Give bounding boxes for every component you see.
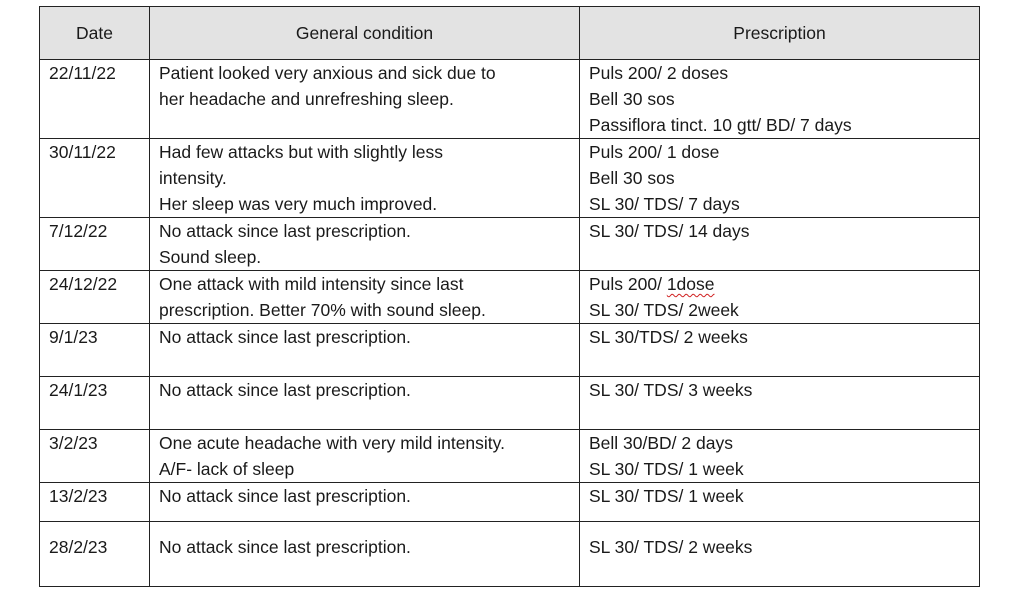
condition-line: No attack since last prescription. bbox=[159, 221, 411, 241]
prescription-line: Passiflora tinct. 10 gtt/ BD/ 7 days bbox=[589, 115, 852, 135]
condition-line: No attack since last prescription. bbox=[159, 537, 411, 557]
prescription-line: Puls 200/ 1 dose bbox=[589, 142, 720, 162]
date-text: 3/2/23 bbox=[49, 433, 98, 453]
date-cell: 28/2/23 bbox=[39, 521, 150, 587]
prescription-line: SL 30/ TDS/ 1 week bbox=[589, 459, 744, 479]
prescription-cell: Puls 200/ 1dose SL 30/ TDS/ 2week bbox=[579, 270, 980, 324]
prescription-line: SL 30/ TDS/ 2week bbox=[589, 300, 739, 320]
condition-cell: Patient looked very anxious and sick due… bbox=[149, 59, 580, 139]
condition-cell: No attack since last prescription. bbox=[149, 376, 580, 430]
table-row: 9/1/23 No attack since last prescription… bbox=[39, 323, 980, 377]
date-cell: 24/12/22 bbox=[39, 270, 150, 324]
prescription-line: SL 30/ TDS/ 1 week bbox=[589, 486, 744, 506]
condition-line: Patient looked very anxious and sick due… bbox=[159, 63, 496, 83]
table-row: 28/2/23 No attack since last prescriptio… bbox=[39, 521, 980, 587]
prescription-cell: SL 30/ TDS/ 3 weeks bbox=[579, 376, 980, 430]
table-row: 30/11/22 Had few attacks but with slight… bbox=[39, 138, 980, 218]
table-row: 22/11/22 Patient looked very anxious and… bbox=[39, 59, 980, 139]
condition-line: her headache and unrefreshing sleep. bbox=[159, 89, 454, 109]
date-cell: 24/1/23 bbox=[39, 376, 150, 430]
prescription-line: SL 30/ TDS/ 2 weeks bbox=[589, 537, 753, 557]
prescription-cell: Bell 30/BD/ 2 days SL 30/ TDS/ 1 week bbox=[579, 429, 980, 483]
prescription-line: SL 30/ TDS/ 3 weeks bbox=[589, 380, 753, 400]
date-cell: 9/1/23 bbox=[39, 323, 150, 377]
prescription-line: Puls 200/ 1dose bbox=[589, 271, 971, 297]
table-header: Date General condition Prescription bbox=[39, 6, 980, 60]
table-row: 24/12/22 One attack with mild intensity … bbox=[39, 270, 980, 324]
prescription-line: Bell 30/BD/ 2 days bbox=[589, 433, 733, 453]
condition-line: No attack since last prescription. bbox=[159, 486, 411, 506]
prescription-line: SL 30/ TDS/ 7 days bbox=[589, 194, 740, 214]
condition-line: No attack since last prescription. bbox=[159, 327, 411, 347]
header-row: Date General condition Prescription bbox=[39, 6, 980, 60]
prescription-line: Bell 30 sos bbox=[589, 168, 675, 188]
condition-line: A/F- lack of sleep bbox=[159, 459, 295, 479]
header-prescription: Prescription bbox=[579, 6, 980, 60]
date-cell: 30/11/22 bbox=[39, 138, 150, 218]
condition-cell: Had few attacks but with slightly less i… bbox=[149, 138, 580, 218]
condition-line: Her sleep was very much improved. bbox=[159, 194, 438, 214]
header-general-condition: General condition bbox=[149, 6, 580, 60]
condition-cell: No attack since last prescription. bbox=[149, 323, 580, 377]
prescription-cell: SL 30/ TDS/ 2 weeks bbox=[579, 521, 980, 587]
condition-line: One attack with mild intensity since las… bbox=[159, 274, 464, 294]
table-row: 24/1/23 No attack since last prescriptio… bbox=[39, 376, 980, 430]
prescription-cell: Puls 200/ 2 doses Bell 30 sos Passiflora… bbox=[579, 59, 980, 139]
date-cell: 7/12/22 bbox=[39, 217, 150, 271]
condition-line: One acute headache with very mild intens… bbox=[159, 433, 505, 453]
condition-line: Sound sleep. bbox=[159, 247, 262, 267]
table-row: 3/2/23 One acute headache with very mild… bbox=[39, 429, 980, 483]
condition-line: intensity. bbox=[159, 168, 227, 188]
condition-cell: One attack with mild intensity since las… bbox=[149, 270, 580, 324]
condition-cell: No attack since last prescription. Sound… bbox=[149, 217, 580, 271]
table-row: 7/12/22 No attack since last prescriptio… bbox=[39, 217, 980, 271]
table-body: 22/11/22 Patient looked very anxious and… bbox=[39, 59, 980, 587]
condition-line: No attack since last prescription. bbox=[159, 380, 411, 400]
header-date: Date bbox=[39, 6, 150, 60]
date-text: 22/11/22 bbox=[49, 63, 116, 83]
date-cell: 3/2/23 bbox=[39, 429, 150, 483]
condition-cell: No attack since last prescription. bbox=[149, 482, 580, 522]
prescription-cell: SL 30/ TDS/ 14 days bbox=[579, 217, 980, 271]
date-text: 30/11/22 bbox=[49, 142, 116, 162]
prescription-cell: Puls 200/ 1 dose Bell 30 sos SL 30/ TDS/… bbox=[579, 138, 980, 218]
date-text: 13/2/23 bbox=[49, 486, 108, 506]
follow-up-table: Date General condition Prescription 22/1… bbox=[39, 6, 980, 587]
date-text: 9/1/23 bbox=[49, 327, 98, 347]
date-text: 24/12/22 bbox=[49, 274, 118, 294]
prescription-line: SL 30/ TDS/ 14 days bbox=[589, 221, 750, 241]
prescription-cell: SL 30/ TDS/ 1 week bbox=[579, 482, 980, 522]
table-row: 13/2/23 No attack since last prescriptio… bbox=[39, 482, 980, 522]
prescription-cell: SL 30/TDS/ 2 weeks bbox=[579, 323, 980, 377]
date-text: 7/12/22 bbox=[49, 221, 108, 241]
date-cell: 13/2/23 bbox=[39, 482, 150, 522]
prescription-line: Bell 30 sos bbox=[589, 89, 675, 109]
prescription-line: Puls 200/ 2 doses bbox=[589, 63, 729, 83]
prescription-prefix: Puls 200/ bbox=[589, 274, 667, 294]
condition-line: Had few attacks but with slightly less bbox=[159, 142, 444, 162]
condition-cell: One acute headache with very mild intens… bbox=[149, 429, 580, 483]
prescription-line: SL 30/TDS/ 2 weeks bbox=[589, 327, 748, 347]
date-cell: 22/11/22 bbox=[39, 59, 150, 139]
condition-cell: No attack since last prescription. bbox=[149, 521, 580, 587]
spellcheck-flagged-word: 1dose bbox=[666, 274, 715, 294]
date-text: 24/1/23 bbox=[49, 380, 108, 400]
condition-line: prescription. Better 70% with sound slee… bbox=[159, 300, 486, 320]
date-text: 28/2/23 bbox=[49, 537, 108, 557]
